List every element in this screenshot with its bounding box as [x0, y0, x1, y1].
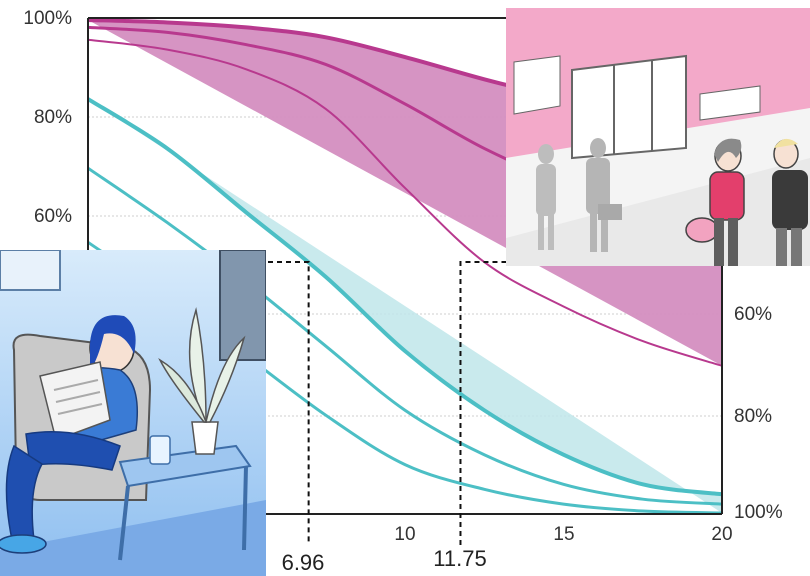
right-tick-100: 100%: [734, 502, 783, 523]
street-scene-panel: [506, 8, 810, 266]
reading-woman-panel: [0, 250, 266, 576]
right-tick-60: 60%: [734, 304, 772, 325]
marker-line-6-96: [268, 261, 310, 545]
teal-band-area: [88, 99, 722, 514]
reading-woman-illustration: [0, 250, 266, 576]
left-tick-80: 80%: [34, 107, 72, 128]
x-tick-20: 20: [711, 524, 732, 545]
left-tick-60: 60%: [34, 206, 72, 227]
x-tick-10: 10: [394, 524, 415, 545]
teal-upper-line: [86, 97, 723, 497]
marker-label-6-96: 6.96: [282, 550, 325, 575]
marker-label-11-75: 11.75: [433, 546, 486, 571]
pink-lower-line: [87, 38, 723, 367]
x-tick-15: 15: [553, 524, 574, 545]
street-scene-illustration: [506, 8, 810, 266]
right-tick-80: 80%: [734, 406, 772, 427]
marker-line-11-75: [459, 261, 521, 545]
left-tick-100: 100%: [23, 8, 72, 29]
teal-middle-line: [87, 166, 723, 506]
